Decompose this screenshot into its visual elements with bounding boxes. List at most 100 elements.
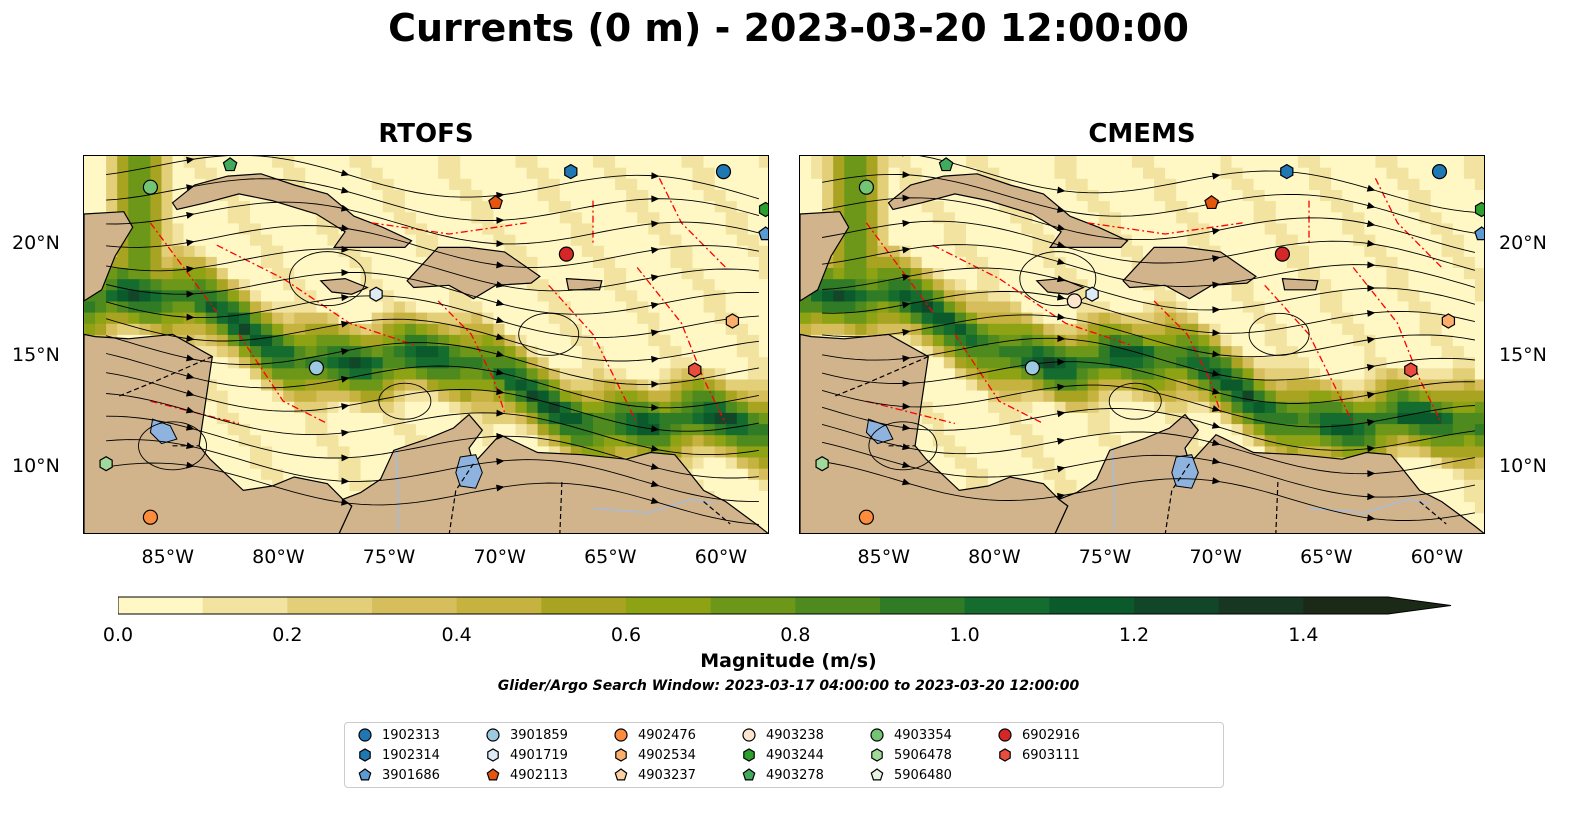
float-marker-3901686[interactable] xyxy=(758,226,769,241)
eez-boundary xyxy=(1264,284,1354,424)
float-marker-4902534[interactable] xyxy=(1441,313,1456,329)
float-marker-6902916[interactable] xyxy=(558,246,574,262)
float-marker-4903354[interactable] xyxy=(142,179,159,195)
legend-label: 5906480 xyxy=(894,767,952,783)
colorbar-tick-label: 0.0 xyxy=(102,624,134,646)
legend-label: 1902314 xyxy=(382,747,440,763)
float-marker-4902534[interactable] xyxy=(725,313,740,329)
lat-tick-label: 20°N xyxy=(12,232,60,255)
float-marker-1902313[interactable] xyxy=(715,164,732,180)
legend-item-1902314: 1902314 xyxy=(357,747,440,763)
float-marker-1902314[interactable] xyxy=(1280,163,1294,180)
legend-marker-icon xyxy=(999,748,1011,762)
float-marker-4903354[interactable] xyxy=(858,179,875,195)
colorbar-extend-arrow xyxy=(1388,597,1451,614)
colorbar-tick-label: 1.4 xyxy=(1288,624,1319,646)
lake-polygon xyxy=(865,418,894,445)
legend-item-4903237: 4903237 xyxy=(613,767,696,783)
float-marker-5906478[interactable] xyxy=(815,456,829,472)
legend-label: 5906478 xyxy=(894,747,952,763)
float-marker-4901719[interactable] xyxy=(1085,286,1099,302)
colorbar-segment xyxy=(880,597,966,614)
float-marker-6902916[interactable] xyxy=(1274,246,1290,262)
lon-tick-label: 85°W xyxy=(141,546,194,568)
legend-marker-icon xyxy=(359,748,371,762)
float-marker-4902113[interactable] xyxy=(488,195,503,210)
lon-tick-label: 75°W xyxy=(362,546,416,568)
legend-label: 4902534 xyxy=(638,747,696,763)
legend-label: 4903278 xyxy=(766,767,824,783)
legend-label: 4901719 xyxy=(510,747,568,763)
eez-boundary xyxy=(866,400,956,425)
legend-item-4902534: 4902534 xyxy=(613,747,696,763)
eez-boundary xyxy=(636,267,727,424)
country-border xyxy=(1164,463,1191,533)
river-line xyxy=(1308,498,1431,514)
legend-item-4901719: 4901719 xyxy=(485,747,568,763)
lat-tick-label: 15°N xyxy=(1499,343,1547,366)
float-marker-4901719[interactable] xyxy=(369,286,383,302)
river-line xyxy=(1111,450,1115,531)
float-marker-1902314[interactable] xyxy=(564,163,578,180)
colorbar-segment xyxy=(541,597,627,614)
float-marker-4902476[interactable] xyxy=(858,509,875,525)
search-window-subtitle: Glider/Argo Search Window: 2023-03-17 04… xyxy=(497,678,1080,694)
float-marker-4902476[interactable] xyxy=(142,509,159,525)
colorbar-tick-label: 0.2 xyxy=(272,624,303,646)
legend-item-3901686: 3901686 xyxy=(357,767,440,783)
colorbar-label: Magnitude (m/s) xyxy=(700,650,877,672)
lat-tick-label: 10°N xyxy=(1499,455,1547,478)
colorbar-segment xyxy=(795,597,881,614)
streamlines xyxy=(821,156,1476,522)
lake-polygon xyxy=(149,418,178,445)
float-marker-5906478[interactable] xyxy=(99,456,113,472)
float-marker-6903111[interactable] xyxy=(688,362,702,378)
colorbar-segment xyxy=(456,597,542,614)
map-rtofs[interactable] xyxy=(83,155,769,534)
eez-boundary xyxy=(238,334,328,425)
land-polygon xyxy=(800,211,850,302)
float-marker-4903244[interactable] xyxy=(1474,201,1485,218)
legend-marker-icon xyxy=(871,748,883,762)
colorbar-tick-label: 0.4 xyxy=(441,624,472,646)
legend-marker-icon xyxy=(487,748,499,762)
legend-item-4902476: 4902476 xyxy=(613,727,696,743)
legend-item-4902113: 4902113 xyxy=(485,767,568,783)
colorbar-segment xyxy=(1218,597,1304,614)
lon-tick-label: 65°W xyxy=(1300,546,1353,568)
legend-label: 3901686 xyxy=(382,767,440,783)
legend-item-5906480: 5906480 xyxy=(869,767,952,783)
colorbar-tick-label: 1.2 xyxy=(1118,624,1150,646)
legend-label: 4903237 xyxy=(638,767,696,783)
float-marker-4903278[interactable] xyxy=(222,157,238,172)
legend-label: 6902916 xyxy=(1022,727,1080,743)
colorbar-segment xyxy=(1303,597,1389,614)
eez-boundary xyxy=(1352,267,1443,424)
float-marker-3901686[interactable] xyxy=(1474,226,1485,241)
colorbar-segment xyxy=(118,597,204,614)
float-marker-4903238[interactable] xyxy=(1066,293,1082,309)
map-cmems[interactable] xyxy=(799,155,1485,534)
float-marker-3901859[interactable] xyxy=(308,360,324,376)
country-border xyxy=(1419,501,1447,525)
colorbar-segment xyxy=(710,597,796,614)
float-marker-4902113[interactable] xyxy=(1204,195,1219,210)
legend-label: 4903244 xyxy=(766,747,824,763)
land-polygon xyxy=(1054,413,1484,533)
float-marker-6903111[interactable] xyxy=(1404,362,1418,378)
land-polygon xyxy=(1281,277,1319,291)
eez-boundary xyxy=(548,284,638,424)
float-marker-4903278[interactable] xyxy=(938,157,954,172)
streamlines xyxy=(105,156,760,525)
eez-boundary xyxy=(149,222,218,313)
eez-boundary xyxy=(1087,222,1243,235)
legend-marker-icon xyxy=(614,728,628,742)
lat-tick-label: 20°N xyxy=(1499,232,1547,255)
figure-title: Currents (0 m) - 2023-03-20 12:00:00 xyxy=(388,6,1189,50)
colorbar-segment xyxy=(1049,597,1135,614)
float-marker-4903244[interactable] xyxy=(758,201,769,218)
lat-tick-label: 10°N xyxy=(12,455,60,478)
legend-item-1902313: 1902313 xyxy=(357,727,440,743)
float-marker-3901859[interactable] xyxy=(1024,360,1040,376)
float-marker-1902313[interactable] xyxy=(1431,164,1448,180)
